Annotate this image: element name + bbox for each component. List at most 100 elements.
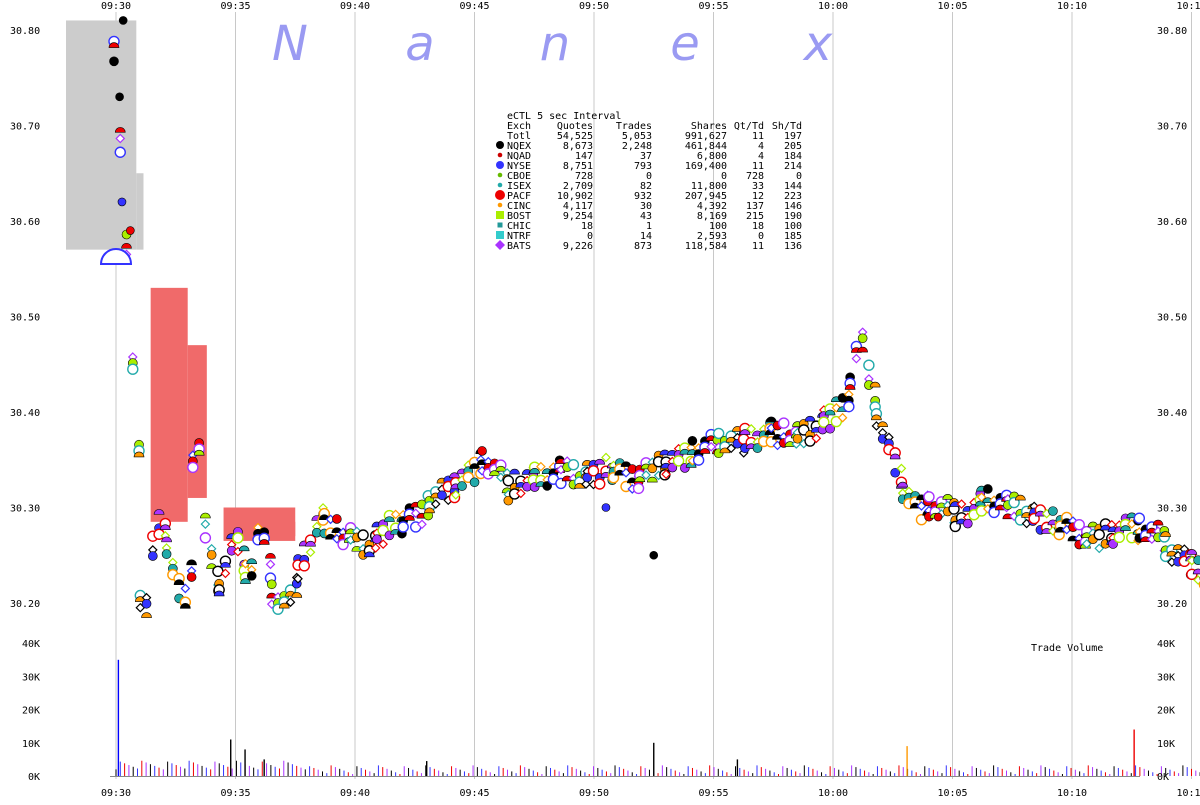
price-marker xyxy=(694,455,704,465)
price-marker xyxy=(201,520,209,528)
stats-cell: 873 xyxy=(634,241,652,252)
price-tick-label-left: 30.60 xyxy=(10,217,40,228)
price-tick-label-left: 30.30 xyxy=(10,504,40,515)
price-marker xyxy=(115,147,125,157)
price-marker xyxy=(239,546,249,551)
price-marker xyxy=(299,561,309,571)
price-tick-label-left: 30.50 xyxy=(10,313,40,324)
price-marker xyxy=(207,550,216,559)
watermark-letter: n xyxy=(540,16,570,72)
price-marker xyxy=(878,422,888,427)
stats-cell: 118,584 xyxy=(685,241,727,252)
time-tick-label-bottom: 09:55 xyxy=(698,788,728,799)
volume-tick-label-left: 30K xyxy=(22,672,40,683)
price-marker xyxy=(983,484,992,493)
price-marker xyxy=(372,535,381,544)
time-tick-label-bottom: 09:50 xyxy=(579,788,609,799)
price-marker xyxy=(142,613,152,618)
price-marker xyxy=(766,417,776,422)
price-tick-label-right: 30.70 xyxy=(1157,122,1187,133)
stats-legend-marker xyxy=(498,173,503,178)
stats-legend-marker xyxy=(496,211,504,219)
price-marker xyxy=(307,548,315,556)
stats-legend-marker xyxy=(495,240,505,250)
price-marker xyxy=(595,479,605,489)
stats-legend-marker xyxy=(498,183,503,188)
volume-tick-label-left: 10K xyxy=(22,739,40,750)
volume-tick-label-left: 0K xyxy=(28,772,40,783)
price-marker xyxy=(1194,556,1200,565)
price-marker xyxy=(398,522,408,532)
price-marker xyxy=(924,492,934,502)
outlier-marker xyxy=(650,551,658,559)
price-marker xyxy=(595,459,605,464)
outlier-marker xyxy=(118,198,126,206)
time-tick-label-bottom: 10:10 xyxy=(1057,788,1087,799)
price-marker xyxy=(247,559,257,564)
outlier-marker xyxy=(119,16,127,24)
price-marker xyxy=(128,364,138,374)
time-tick-label-bottom: 09:40 xyxy=(340,788,370,799)
price-marker xyxy=(478,446,487,455)
price-marker xyxy=(247,571,256,580)
price-marker xyxy=(1153,520,1163,525)
price-marker xyxy=(162,550,171,559)
time-tick-label-bottom: 10:05 xyxy=(937,788,967,799)
volume-tick-label-right: 30K xyxy=(1157,672,1175,683)
price-marker xyxy=(510,469,520,474)
price-marker xyxy=(148,552,157,561)
time-tick-label-top: 10:05 xyxy=(937,1,967,12)
stats-legend-marker xyxy=(495,190,505,200)
price-marker xyxy=(864,360,874,370)
quote-band xyxy=(136,173,143,249)
volume-tick-label-left: 40K xyxy=(22,639,40,650)
stats-legend-marker xyxy=(498,203,503,208)
price-marker xyxy=(1048,507,1057,516)
price-marker xyxy=(358,530,368,540)
time-tick-label-top: 09:40 xyxy=(340,1,370,12)
time-tick-label-top: 09:30 xyxy=(101,1,131,12)
price-marker xyxy=(963,519,972,528)
stats-legend-marker xyxy=(498,223,503,228)
quote-band xyxy=(188,345,207,498)
stats-legend-marker xyxy=(496,161,504,169)
price-markers xyxy=(101,16,1200,629)
price-marker xyxy=(437,491,446,500)
time-tick-label-top: 10:10 xyxy=(1057,1,1087,12)
price-marker xyxy=(688,436,697,445)
time-tick-label-top: 09:35 xyxy=(220,1,250,12)
price-marker xyxy=(943,494,953,499)
price-marker xyxy=(793,434,802,443)
time-tick-label-top: 09:45 xyxy=(459,1,489,12)
price-marker xyxy=(266,560,274,568)
time-tick-label-top: 09:55 xyxy=(698,1,728,12)
price-marker xyxy=(568,460,578,470)
price-marker xyxy=(200,513,210,518)
watermark-letter: x xyxy=(802,16,833,72)
price-marker xyxy=(1114,532,1124,542)
volume-label: Trade Volume xyxy=(1031,643,1103,654)
price-tick-label-right: 30.80 xyxy=(1157,26,1187,37)
price-tick-label-right: 30.40 xyxy=(1157,408,1187,419)
price-tick-label-left: 30.20 xyxy=(10,599,40,610)
price-marker xyxy=(187,573,196,582)
volume-tick-label-right: 0K xyxy=(1157,772,1169,783)
price-tick-label-left: 30.70 xyxy=(10,122,40,133)
price-marker xyxy=(1134,513,1144,523)
stats-legend-marker xyxy=(496,231,504,239)
quote-bands xyxy=(66,20,295,540)
price-marker xyxy=(779,418,789,428)
time-tick-label-top: 10:15 xyxy=(1176,1,1200,12)
price-marker xyxy=(1094,530,1104,540)
price-tick-label-right: 30.50 xyxy=(1157,313,1187,324)
price-marker xyxy=(142,599,151,608)
volume-tick-label-right: 10K xyxy=(1157,739,1175,750)
outlier-marker xyxy=(934,513,942,521)
price-marker xyxy=(110,57,119,66)
time-tick-label-top: 10:00 xyxy=(818,1,848,12)
volume-tick-label-right: 40K xyxy=(1157,639,1175,650)
stats-cell: 9,226 xyxy=(563,241,593,252)
